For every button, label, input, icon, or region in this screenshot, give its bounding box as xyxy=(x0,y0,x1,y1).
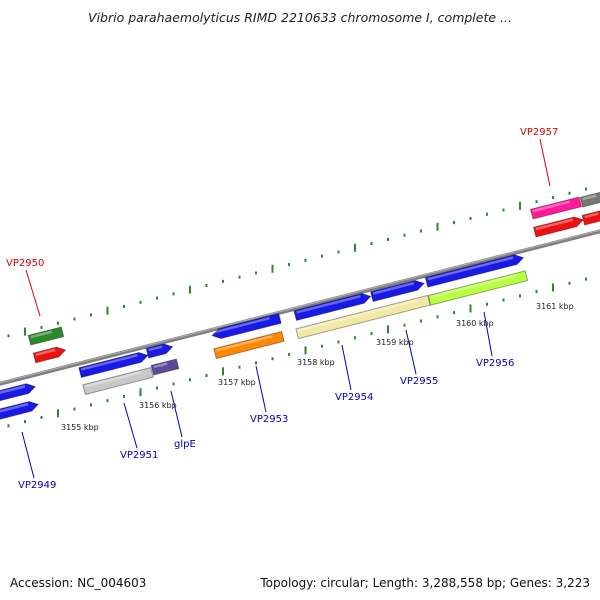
gene-VP2949-track2-shape xyxy=(0,400,40,422)
gene-label-VP2951[interactable]: VP2951 xyxy=(120,450,158,461)
gene-glpE-purple-shape xyxy=(150,358,180,376)
gene-VP2949-track2-shine xyxy=(0,402,29,414)
chromosome-backbone xyxy=(0,229,600,386)
gene-VP2949-track1-shape xyxy=(0,383,37,403)
gene-VP2957-red-shape xyxy=(532,216,585,238)
gene-VP2956-green xyxy=(427,270,529,306)
gene-VP2950-red-shape xyxy=(32,346,67,364)
gene-VP2954-blue-shape xyxy=(293,292,372,322)
gene-VP2951-blue-shape xyxy=(78,351,149,379)
leader-VP2951 xyxy=(123,402,138,449)
gene-label-glpE[interactable]: glpE xyxy=(174,439,196,450)
gene-VP2957-gray xyxy=(579,190,600,208)
leader-VP2956 xyxy=(483,311,493,357)
gene-VP2956-blue-shine xyxy=(427,256,514,281)
gene-VP2955-blue-shape xyxy=(369,279,426,303)
gene-VP2957-gray-shape xyxy=(579,190,600,208)
leader-VP2950 xyxy=(25,269,41,317)
gene-VP2957-pink-shine xyxy=(532,200,571,213)
gene-VP2953-orange-shape xyxy=(213,330,285,360)
gene-VP2957-red xyxy=(532,216,585,238)
tick-label-3155: 3155 kbp xyxy=(61,423,99,432)
gene-VP2956-green-shine xyxy=(430,274,517,299)
tick-label-3157: 3157 kbp xyxy=(218,378,256,387)
gene-VP2950-red xyxy=(32,346,67,364)
leader-VP2953 xyxy=(255,365,267,413)
page-title: Vibrio parahaemolyticus RIMD 2210633 chr… xyxy=(88,10,512,25)
gene-glpE-blue xyxy=(145,343,174,359)
tick-label-3161: 3161 kbp xyxy=(536,302,574,311)
tick-track-upper xyxy=(7,187,587,338)
gene-label-VP2950[interactable]: VP2950 xyxy=(6,258,44,269)
gene-VP2950-green-shine xyxy=(30,330,53,339)
gene-VP2954-yellow-shape xyxy=(295,294,431,340)
gene-VP2949-track1-shine xyxy=(0,385,26,396)
tick-label-3160: 3160 kbp xyxy=(456,319,494,328)
gene-VP2950-red-shine xyxy=(35,348,56,356)
feature-layer xyxy=(0,190,600,422)
tick-track-lower xyxy=(7,277,587,428)
gene-label-VP2953[interactable]: VP2953 xyxy=(250,414,288,425)
gene-VP2955-blue-shine xyxy=(372,281,415,295)
leader-lines xyxy=(21,138,551,479)
gene-glpE-purple xyxy=(150,358,180,376)
gene-label-VP2955[interactable]: VP2955 xyxy=(400,376,438,387)
leader-VP2955 xyxy=(405,329,417,375)
tick-label-3158: 3158 kbp xyxy=(297,358,335,367)
gene-VP2951-blue-shine xyxy=(81,353,138,371)
gene-VP2956-green-shape xyxy=(427,270,529,306)
gene-VP2949-track1 xyxy=(0,383,37,403)
gene-VP2951-gray-shine xyxy=(85,370,142,388)
gene-label-VP2957[interactable]: VP2957 xyxy=(520,127,558,138)
gene-VP2954-yellow-shine xyxy=(298,298,419,332)
chromosome-backbone-highlight xyxy=(0,229,600,384)
gene-VP2954-blue-shine xyxy=(296,294,361,314)
gene-VP2949-track2 xyxy=(0,400,40,422)
gene-VP2951-gray-shape xyxy=(82,366,154,396)
gene-VP2954-blue xyxy=(293,292,372,322)
gene-VP2953-blue xyxy=(211,312,282,340)
gene-VP2957-red2-shape xyxy=(581,208,600,226)
gene-VP2955-blue xyxy=(369,279,426,303)
tick-label-3159: 3159 kbp xyxy=(376,338,414,347)
gene-VP2957-pink-shape xyxy=(529,196,583,220)
leader-glpE xyxy=(170,390,183,438)
gene-VP2957-gray-shine xyxy=(582,194,597,201)
genome-stats-text: Topology: circular; Length: 3,288,558 bp… xyxy=(260,576,590,590)
gene-label-VP2954[interactable]: VP2954 xyxy=(335,392,373,403)
gene-VP2951-blue xyxy=(78,351,149,379)
gene-label-VP2956[interactable]: VP2956 xyxy=(476,358,514,369)
gene-VP2953-blue-shape xyxy=(211,312,282,340)
gene-VP2957-red-shine xyxy=(535,218,574,231)
leader-VP2957 xyxy=(539,138,551,187)
tick-label-3156: 3156 kbp xyxy=(139,401,177,410)
gene-glpE-blue-shape xyxy=(145,343,174,359)
gene-VP2954-yellow xyxy=(295,294,431,340)
gene-VP2953-orange xyxy=(213,330,285,360)
leader-VP2954 xyxy=(341,344,352,391)
gene-VP2953-blue-shine xyxy=(213,316,270,334)
gene-label-VP2949[interactable]: VP2949 xyxy=(18,480,56,491)
gene-VP2951-gray xyxy=(82,366,154,396)
gene-glpE-purple-shine xyxy=(153,362,168,369)
accession-text: Accession: NC_004603 xyxy=(10,576,147,590)
gene-VP2956-blue xyxy=(424,254,525,288)
gene-VP2950-green xyxy=(27,326,65,346)
gene-VP2957-red2 xyxy=(581,208,600,226)
gene-VP2956-blue-shape xyxy=(424,254,525,288)
gene-VP2957-pink xyxy=(529,196,583,220)
gene-VP2950-green-shape xyxy=(27,326,65,346)
leader-VP2949 xyxy=(21,431,35,479)
gene-VP2957-red2-shine xyxy=(584,212,599,219)
gene-glpE-blue-shine xyxy=(148,345,163,352)
gene-VP2953-orange-shine xyxy=(216,334,273,352)
